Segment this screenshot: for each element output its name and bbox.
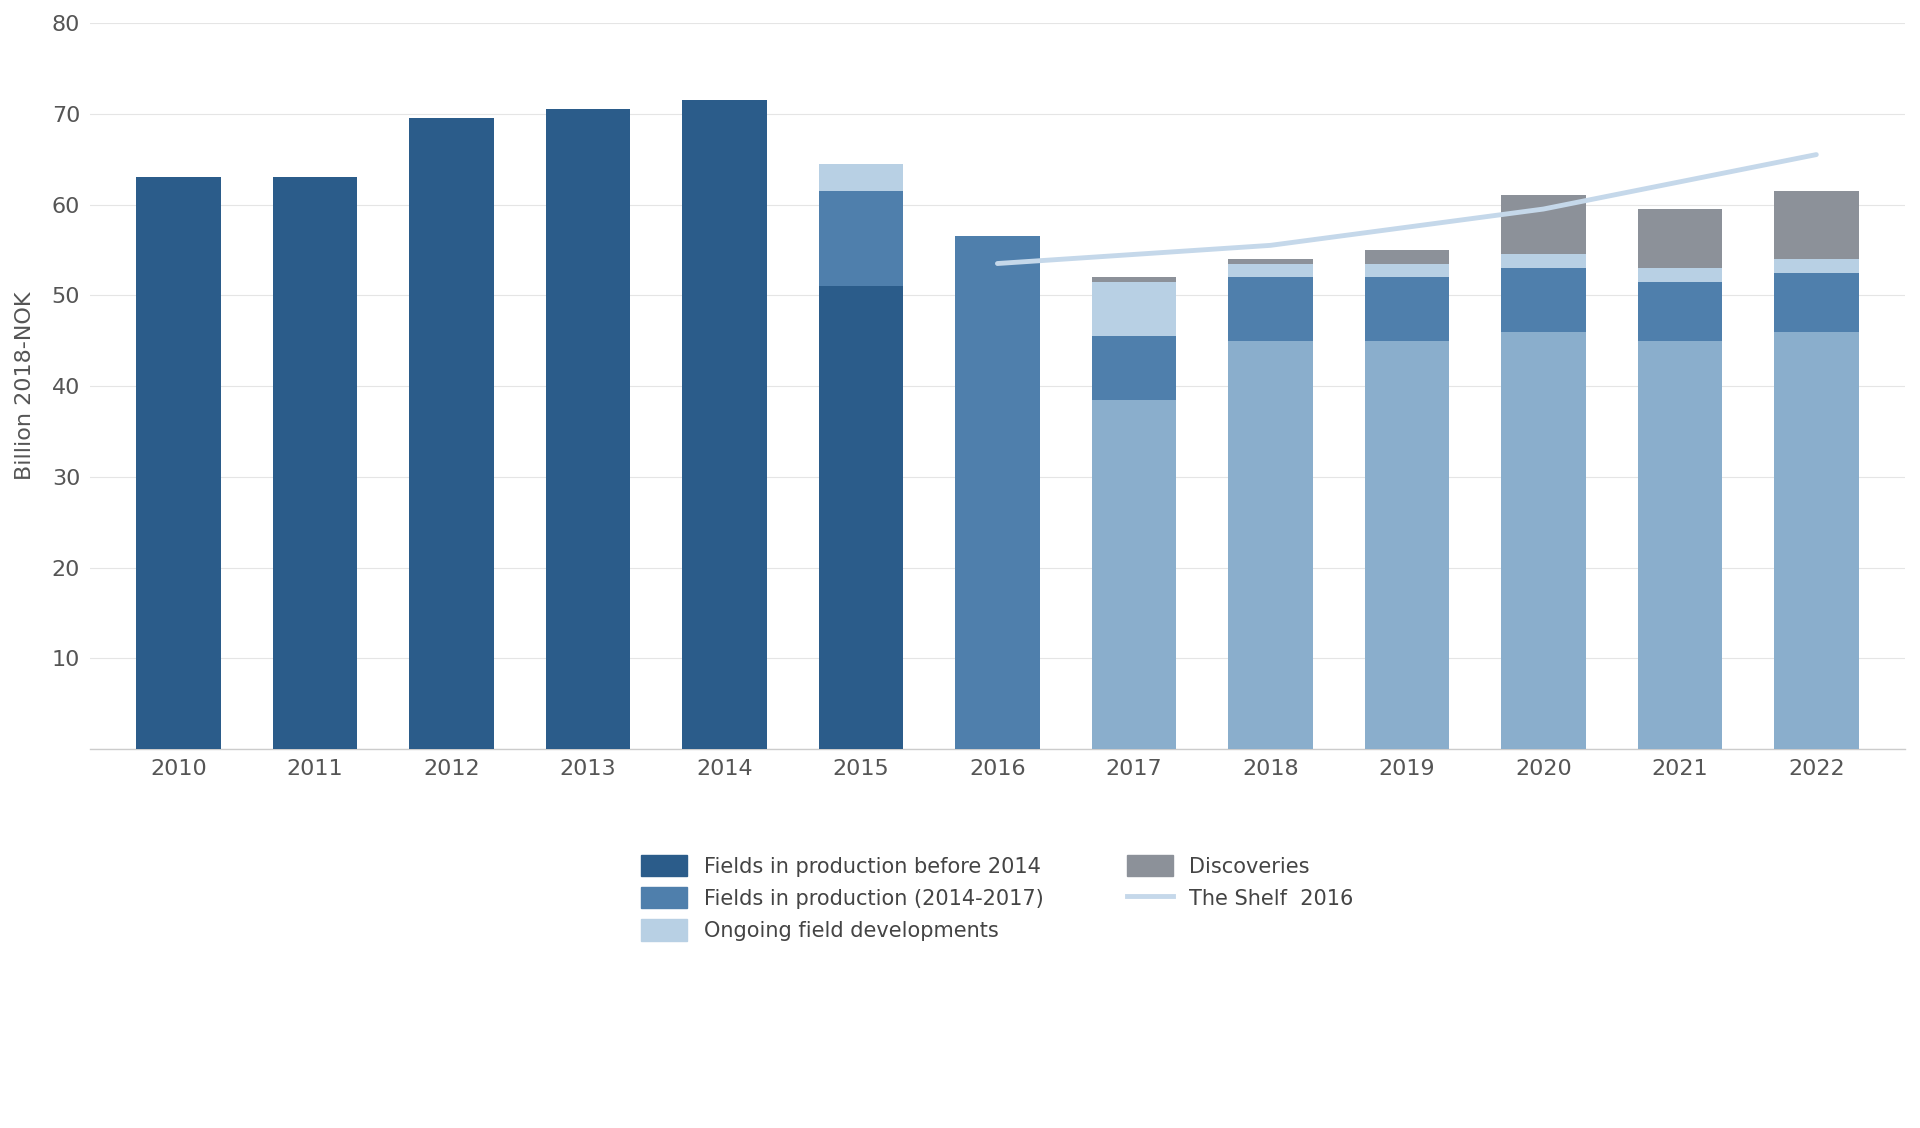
Bar: [1638, 282, 1722, 341]
Bar: [818, 164, 902, 191]
Legend: Fields in production before 2014, Fields in production (2014-2017), Ongoing fiel: Fields in production before 2014, Fields…: [634, 847, 1361, 950]
Bar: [1365, 341, 1450, 749]
Bar: [1092, 336, 1177, 399]
Bar: [1501, 255, 1586, 268]
Bar: [1229, 277, 1313, 341]
Bar: [954, 236, 1041, 749]
Bar: [1365, 264, 1450, 277]
Bar: [136, 177, 221, 749]
Bar: [818, 191, 902, 287]
Bar: [273, 177, 357, 749]
Bar: [1501, 332, 1586, 749]
Bar: [1774, 332, 1859, 749]
Y-axis label: Billion 2018-NOK: Billion 2018-NOK: [15, 292, 35, 481]
Bar: [1092, 399, 1177, 749]
Bar: [1774, 259, 1859, 273]
Bar: [1638, 341, 1722, 749]
Bar: [1229, 341, 1313, 749]
Bar: [1092, 277, 1177, 282]
Bar: [1638, 209, 1722, 268]
Bar: [1501, 268, 1586, 332]
Bar: [409, 118, 493, 749]
Bar: [682, 100, 766, 749]
Bar: [1638, 268, 1722, 282]
Bar: [545, 109, 630, 749]
Bar: [1774, 191, 1859, 259]
Bar: [1229, 259, 1313, 264]
Bar: [1774, 273, 1859, 332]
Bar: [818, 287, 902, 749]
Bar: [1365, 277, 1450, 341]
Bar: [1501, 195, 1586, 255]
Bar: [1229, 264, 1313, 277]
Bar: [1092, 282, 1177, 336]
Bar: [1365, 250, 1450, 264]
